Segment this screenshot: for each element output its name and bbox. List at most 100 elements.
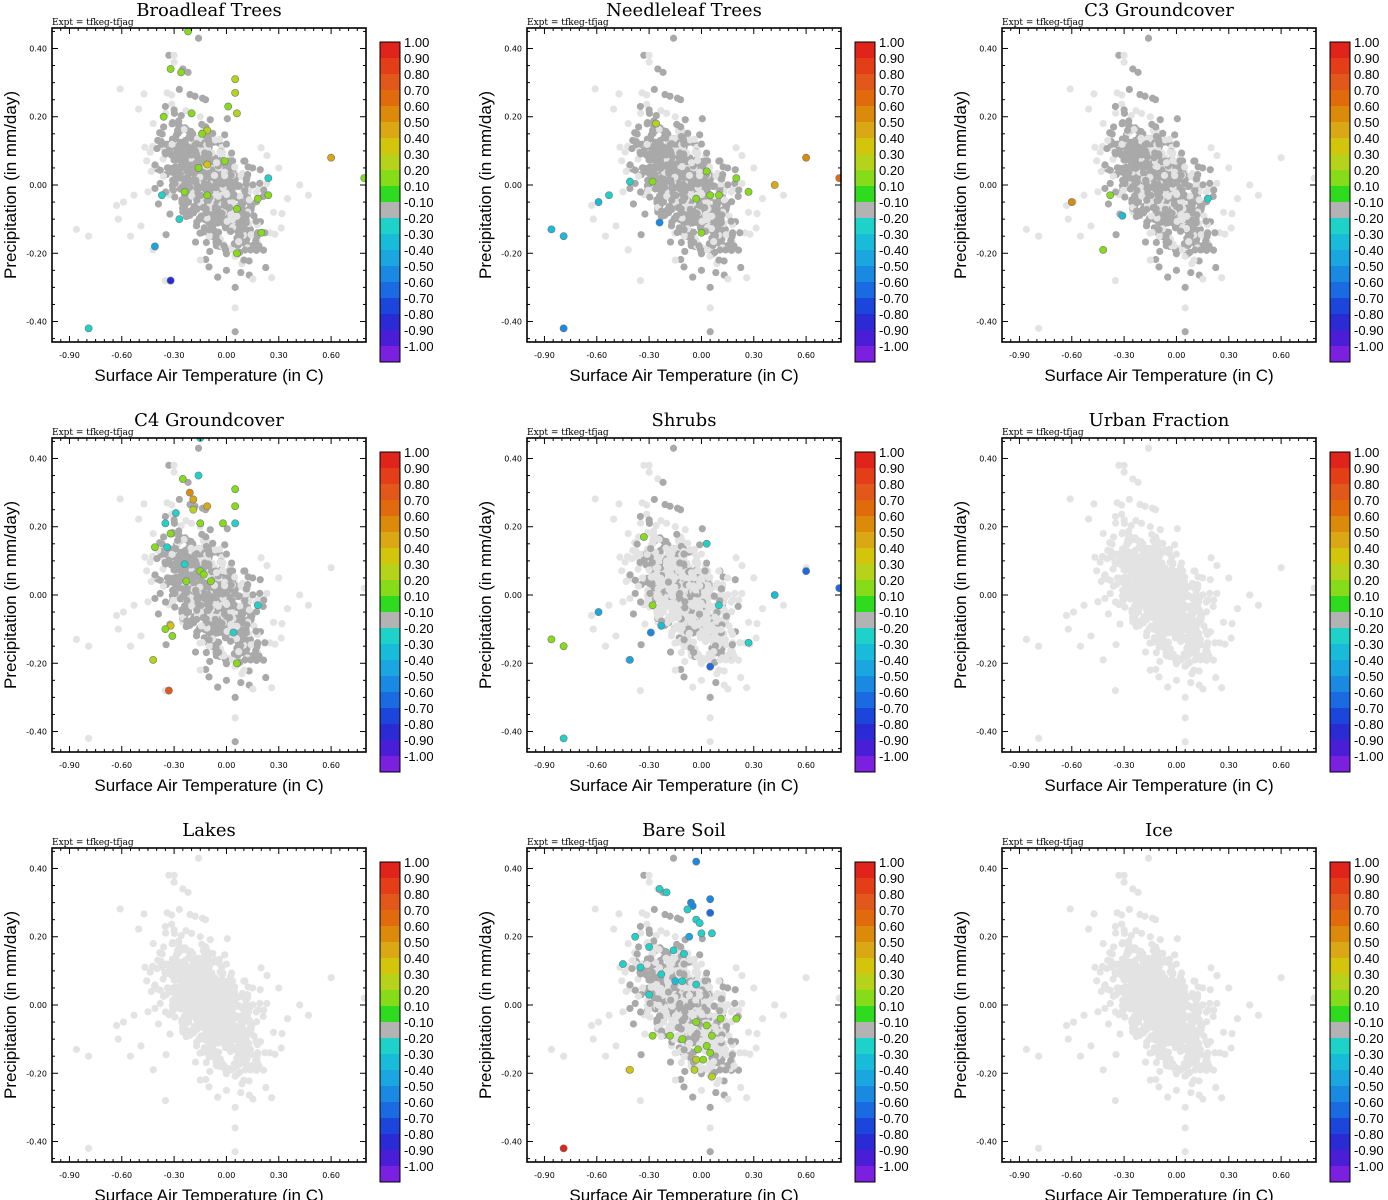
neutral-point (647, 163, 655, 171)
data-point (547, 225, 556, 234)
neutral-point (177, 160, 186, 168)
background-point (223, 627, 231, 635)
background-point (114, 215, 122, 223)
neutral-point (680, 226, 688, 234)
background-point (196, 113, 204, 121)
colorbar-label: -0.60 (404, 275, 434, 290)
neutral-point (1176, 227, 1185, 235)
background-point (119, 198, 128, 206)
neutral-point (194, 34, 203, 42)
neutral-point (1148, 120, 1156, 128)
background-point (698, 190, 706, 199)
background-point (233, 212, 241, 220)
data-point (835, 174, 841, 183)
data-point (189, 505, 198, 514)
background-point (636, 276, 644, 285)
colorbar-swatch (855, 266, 875, 282)
neutral-point (657, 207, 666, 215)
points-layer (1022, 34, 1316, 336)
colorbar-label: 0.60 (1354, 99, 1379, 114)
background-point (1221, 230, 1229, 238)
x-tick-label: -0.60 (1061, 351, 1082, 360)
neutral-point (242, 215, 250, 224)
data-point (231, 485, 240, 494)
neutral-point (1139, 168, 1148, 176)
colorbar-swatch (380, 500, 400, 516)
neutral-point (731, 166, 739, 174)
background-point (696, 172, 704, 180)
colorbar-swatch (1330, 330, 1350, 346)
background-point (1064, 215, 1072, 223)
colorbar-swatch (380, 532, 400, 548)
neutral-point (221, 541, 229, 549)
neutral-point (202, 648, 210, 657)
neutral-point (684, 129, 692, 137)
background-point (1213, 151, 1221, 160)
background-point (693, 156, 702, 165)
colorbar-label: 0.70 (404, 83, 429, 98)
colorbar-swatch (855, 42, 875, 58)
colorbar-label: 1.00 (404, 35, 429, 50)
neutral-point (214, 228, 223, 236)
background-point (1168, 156, 1177, 165)
background-point (159, 582, 168, 590)
background-point (610, 515, 618, 523)
neutral-point (1120, 156, 1128, 164)
background-point (1199, 275, 1207, 283)
background-point (135, 515, 143, 523)
neutral-point (1196, 225, 1204, 234)
points-layer (547, 34, 841, 336)
colorbar-swatch (380, 596, 400, 612)
background-point (624, 119, 632, 128)
y-tick-label: -0.20 (976, 249, 997, 258)
neutral-point (249, 574, 257, 582)
background-point (144, 188, 152, 196)
neutral-point (206, 657, 214, 666)
neutral-point (198, 228, 206, 237)
background-point (634, 172, 643, 180)
background-point (210, 171, 219, 180)
colorbar-label: -1.00 (404, 339, 434, 354)
neutral-point (695, 242, 703, 250)
background-point (1137, 109, 1146, 117)
neutral-point (668, 140, 676, 148)
colorbar-label: -0.80 (1354, 307, 1384, 322)
data-point (605, 191, 613, 200)
neutral-point (659, 68, 667, 76)
background-point (1035, 232, 1043, 240)
background-point (212, 159, 221, 167)
background-point (283, 195, 292, 203)
neutral-point (261, 639, 269, 647)
background-point (720, 196, 728, 204)
background-point (644, 186, 653, 194)
neutral-point (198, 120, 206, 128)
neutral-point (696, 131, 704, 139)
background-point (180, 125, 188, 134)
colorbar-swatch (380, 106, 400, 122)
data-point (199, 570, 208, 579)
neutral-point (151, 594, 159, 603)
neutral-point (247, 246, 255, 254)
neutral-point (664, 168, 673, 176)
neutral-point (163, 164, 172, 172)
background-point (180, 535, 188, 544)
background-point (245, 606, 253, 614)
neutral-point (1115, 51, 1123, 59)
data-point (180, 560, 189, 569)
neutral-point (255, 242, 263, 250)
colorbar-label: 0.10 (879, 179, 904, 194)
neutral-point (187, 134, 195, 142)
background-point (278, 620, 286, 628)
data-point (196, 519, 205, 528)
neutral-point (637, 641, 645, 649)
background-point (177, 521, 185, 530)
neutral-point (259, 656, 268, 664)
neutral-point (734, 246, 743, 254)
neutral-point (1104, 200, 1113, 208)
neutral-point (226, 567, 234, 575)
background-point (278, 210, 286, 218)
background-point (231, 714, 239, 722)
background-point (216, 558, 224, 566)
